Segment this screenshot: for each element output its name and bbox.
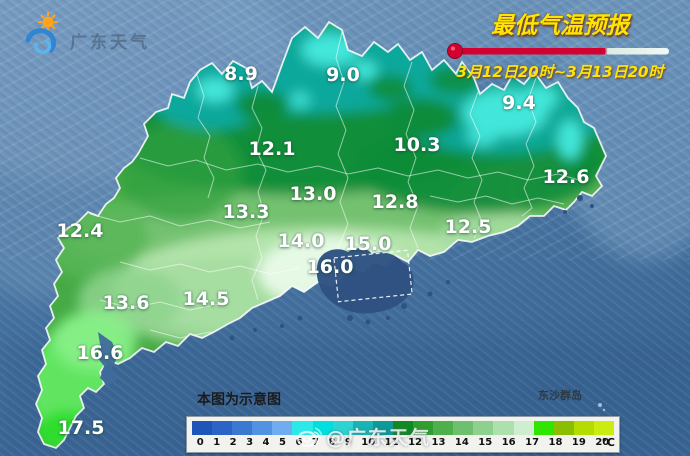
legend-color-cell xyxy=(453,421,474,435)
legend-color-cell xyxy=(352,421,373,435)
legend-tick-label: 19 xyxy=(571,437,586,448)
legend-tick-label: 2 xyxy=(229,437,237,448)
schematic-note: 本图为示意图 xyxy=(197,392,281,408)
legend-tick-label: 5 xyxy=(279,437,286,448)
legend-tick-label: 20 xyxy=(595,437,610,448)
legend-color-cell xyxy=(493,421,514,435)
legend-color-cell xyxy=(392,421,414,435)
legend-tick-label: 14 xyxy=(454,437,469,448)
legend-tick-label: 15 xyxy=(478,437,493,448)
legend-color-cell xyxy=(413,421,434,435)
legend-color-cell xyxy=(312,421,333,435)
legend-color-cell xyxy=(272,421,293,435)
legend-tick-label: 9 xyxy=(344,437,352,448)
legend-color-cell xyxy=(372,421,393,435)
special-zone-dashed-box xyxy=(333,249,413,303)
station-logo: 广东天气 xyxy=(22,10,150,62)
thermometer-graphic xyxy=(447,43,669,59)
legend-tick-label: 17 xyxy=(525,437,540,448)
dongsha-islands-label: 东沙群岛 xyxy=(538,389,582,402)
temperature-legend: 0 1 2 3 4 5 6 7 8 9 10 11 12 13 14 15 16 17 18 19 20 ℃ xyxy=(186,416,620,453)
legend-tick-label: 7 xyxy=(311,437,319,448)
legend-color-cell xyxy=(252,421,273,435)
city-boundaries xyxy=(89,31,587,341)
forecast-title-block: 最低气温预报 3月12日20时~3月13日20时 xyxy=(440,6,680,82)
legend-color-cell xyxy=(533,421,554,435)
forecast-title: 最低气温预报 xyxy=(491,13,629,39)
legend-color-cell xyxy=(232,421,253,435)
legend-tick-label: 13 xyxy=(431,437,446,448)
legend-color-cell xyxy=(473,421,494,435)
estuary-and-islands xyxy=(96,195,594,386)
legend-color-cell xyxy=(192,421,213,435)
legend-color-cell xyxy=(553,421,574,435)
legend-tick-label: 16 xyxy=(501,437,516,448)
legend-color-cell xyxy=(332,421,353,435)
legend-tick-label: 12 xyxy=(408,437,422,448)
legend-color-cell xyxy=(292,421,313,435)
legend-color-cell xyxy=(573,421,594,435)
legend-tick-label: 18 xyxy=(548,437,563,448)
legend-tick-label: 11 xyxy=(384,437,399,448)
forecast-period: 3月12日20时~3月13日20时 xyxy=(456,63,664,81)
legend-color-cell xyxy=(433,421,454,435)
legend-tick-label: 4 xyxy=(262,437,270,448)
legend-color-cell xyxy=(593,421,614,435)
legend-tick-label: 8 xyxy=(328,437,336,448)
legend-tick-label: 1 xyxy=(213,437,221,448)
legend-color-cell xyxy=(212,421,233,435)
legend-number-row: 0 1 2 3 4 5 6 7 8 9 10 11 12 13 14 15 16 17 18 19 20 xyxy=(192,435,614,450)
legend-color-cells xyxy=(192,421,614,435)
legend-color-cell xyxy=(513,421,534,435)
legend-tick-label: 0 xyxy=(196,437,204,448)
legend-tick-label: 10 xyxy=(361,437,376,448)
legend-tick-label: 6 xyxy=(295,437,303,448)
legend-tick-label: 3 xyxy=(246,437,254,448)
dongsha-islet xyxy=(598,403,606,412)
station-logo-text: 广东天气 xyxy=(70,33,150,53)
weather-logo-icon xyxy=(25,12,58,54)
legend-unit: ℃ xyxy=(601,436,615,449)
province-outline xyxy=(35,20,607,450)
